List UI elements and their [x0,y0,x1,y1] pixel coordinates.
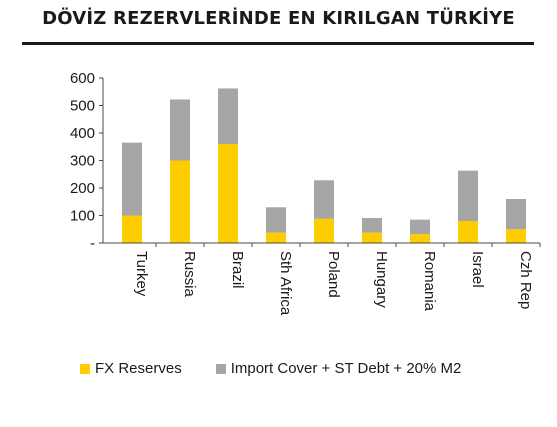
bar-import-cover-brazil [218,88,238,144]
y-tick-label: 500 [70,98,95,115]
legend-swatch-fx-reserves [80,363,90,374]
y-tick-label: 600 [70,70,95,87]
x-tick-label-turkey: Turkey [133,251,150,297]
bar-fx-reserves-turkey [122,215,142,243]
y-tick-label: 400 [70,125,95,142]
bar-fx-reserves-sth-africa [266,232,286,243]
bar-fx-reserves-israel [458,221,478,243]
chart-headline: DÖVİZ REZERVLERİNDE EN KIRILGAN TÜRKİYE [42,8,515,29]
bar-import-cover-russia [170,99,190,161]
bars [122,88,526,243]
legend-label-import-cover: Import Cover + ST Debt + 20% M2 [230,360,462,377]
bar-fx-reserves-hungary [362,232,382,243]
bar-import-cover-israel [458,170,478,221]
bar-import-cover-sth-africa [266,207,286,233]
x-tick-label-sth-africa: Sth Africa [277,251,294,316]
x-tick-label-poland: Poland [325,251,342,298]
x-tick-label-czh-rep: Czh Rep [517,251,534,309]
legend-item-fx-reserves: FX Reserves [80,360,182,377]
bar-fx-reserves-romania [410,234,430,243]
legend: FX Reserves Import Cover + ST Debt + 20%… [80,360,495,377]
y-tick-label: 100 [70,208,95,225]
y-tick-label: - [90,235,95,252]
x-tick-label-russia: Russia [181,251,198,298]
bar-fx-reserves-brazil [218,144,238,243]
bar-import-cover-czh-rep [506,199,526,230]
title-rule [22,42,534,45]
x-tick-label-romania: Romania [421,251,438,312]
bar-fx-reserves-czh-rep [506,229,526,243]
x-tick-label-hungary: Hungary [373,251,390,308]
y-axis: - 100 200 300 400 500 600 [70,70,104,252]
legend-label-fx-reserves: FX Reserves [95,360,182,377]
bar-fx-reserves-poland [314,218,334,243]
bar-import-cover-turkey [122,142,142,216]
x-tick-label-brazil: Brazil [229,251,246,289]
x-axis: Turkey Russia Brazil Sth Africa Poland Hungar… [103,242,541,316]
bar-import-cover-poland [314,180,334,219]
stacked-bar-chart: - 100 200 300 400 500 600 Turkey Russia Brazil St… [70,70,541,316]
y-tick-label: 200 [70,180,95,197]
bar-fx-reserves-russia [170,160,190,243]
legend-item-import-cover: Import Cover + ST Debt + 20% M2 [215,360,462,377]
bar-import-cover-romania [410,219,430,235]
bar-import-cover-hungary [362,217,382,233]
x-tick-label-israel: Israel [469,251,486,288]
y-tick-label: 300 [70,153,95,170]
legend-swatch-import-cover [215,363,226,374]
